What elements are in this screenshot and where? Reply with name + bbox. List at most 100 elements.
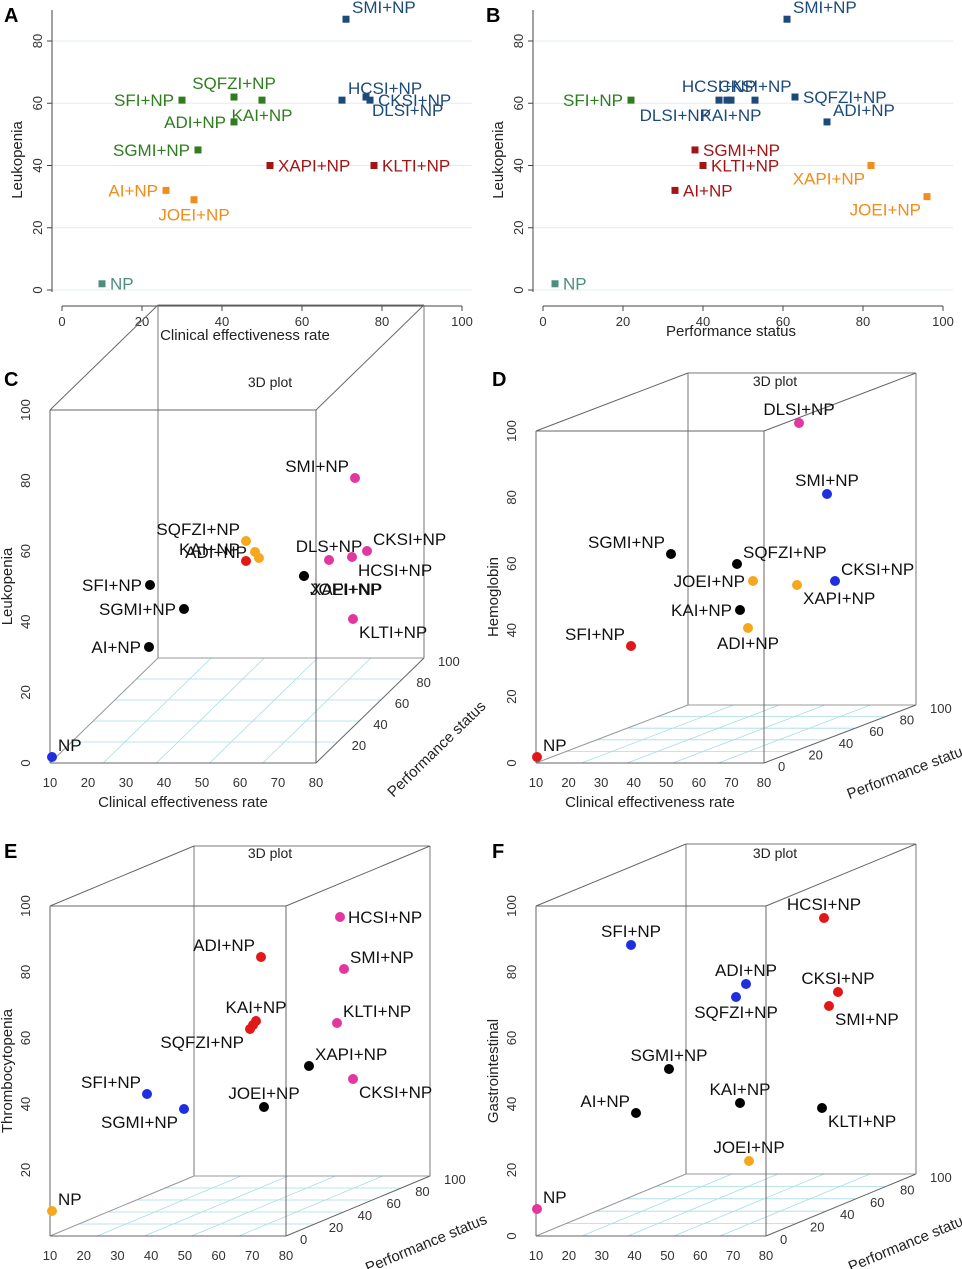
data-point	[794, 418, 804, 428]
data-point	[304, 1061, 314, 1071]
data-point	[791, 93, 799, 101]
z-tick-label: 80	[504, 490, 519, 504]
data-point	[727, 96, 735, 104]
point-label: JOEI+NP	[850, 201, 921, 220]
point-label: ADI+NP	[715, 961, 777, 980]
panel-b: B 0 20 40 60 80 0 20 40 60 80 100 Performance status…	[486, 0, 954, 340]
point-label: SGMI+NP	[113, 141, 190, 160]
data-point	[335, 912, 345, 922]
x-tick-label: 40	[157, 775, 171, 790]
z-tick-label: 20	[504, 1163, 519, 1177]
point-label: SMI+NP	[285, 457, 349, 476]
panel-letter: A	[4, 5, 18, 27]
z-axis-label: Gastrointestinal	[485, 1019, 502, 1123]
data-point	[350, 473, 360, 483]
data-point	[833, 987, 843, 997]
panel-letter: C	[4, 369, 18, 391]
x-tick-label: 50	[659, 775, 673, 790]
point-label: ADI+NP	[193, 936, 255, 955]
depth-tick-label: 60	[869, 724, 883, 739]
point-label: CKSI+NP	[378, 91, 451, 110]
point-label: SGMI+NP	[99, 600, 176, 619]
floor-gridline	[97, 1175, 242, 1237]
floor-gridline	[209, 657, 318, 764]
x-tick-label: 20	[135, 314, 149, 329]
data-point	[338, 96, 346, 104]
point-label: JOEI+NP	[674, 572, 745, 591]
data-point	[744, 1156, 754, 1166]
point-label: ADI+NP	[717, 634, 779, 653]
data-point	[258, 96, 266, 104]
point-label: SMI+NP	[350, 948, 414, 967]
y-tick-label: 0	[30, 286, 45, 293]
data-point	[248, 1020, 258, 1030]
point-label: SQFZI+NP	[803, 88, 887, 107]
point-label: CKSI+NP	[801, 969, 874, 988]
floor-gridline	[672, 704, 825, 764]
data-point	[241, 556, 251, 566]
point-label: SGMI+NP	[101, 1113, 178, 1132]
floor-gridline	[191, 1175, 336, 1237]
point-label: NP	[563, 275, 587, 294]
x-tick-label: 70	[271, 775, 285, 790]
depth-tick-label: 40	[840, 1207, 854, 1222]
depth-tick-label: 80	[900, 713, 914, 728]
box-edge	[49, 657, 159, 764]
y-tick-label: 40	[30, 158, 45, 172]
z-tick-label: 40	[504, 623, 519, 637]
x-tick-label: 20	[616, 314, 630, 329]
z-tick-label: 100	[18, 399, 33, 421]
data-point	[551, 280, 559, 288]
x-axis-label: Clinical effectiveness rate	[160, 327, 330, 344]
depth-tick-label: 100	[438, 654, 460, 669]
z-tick-label: 80	[18, 473, 33, 487]
data-point	[342, 15, 350, 23]
data-point	[98, 280, 106, 288]
data-point	[822, 489, 832, 499]
box-edge	[765, 843, 917, 907]
x-tick-label: 60	[233, 775, 247, 790]
z-tick-label: 40	[18, 1097, 33, 1111]
data-point	[162, 186, 170, 194]
data-point	[299, 571, 309, 581]
depth-tick-label: 80	[900, 1182, 914, 1197]
y-tick-label: 0	[511, 286, 526, 293]
data-point	[532, 752, 542, 762]
floor-gridline	[238, 1175, 383, 1237]
point-label: KAI+NP	[232, 106, 293, 125]
y-tick-label: 80	[511, 34, 526, 48]
z-tick-label: 60	[18, 1031, 33, 1045]
data-point	[699, 162, 707, 169]
point-label: KLTI+NP	[382, 156, 450, 175]
point-label: JOEI+NP	[713, 1138, 784, 1157]
data-point	[230, 118, 238, 126]
data-point	[627, 96, 635, 104]
point-label: AI+NP	[108, 181, 158, 200]
data-point	[241, 536, 251, 546]
point-label: SQFZI+NP	[694, 1003, 778, 1022]
data-point	[254, 553, 264, 563]
z-tick-label: 100	[504, 895, 519, 917]
data-point	[735, 605, 745, 615]
point-label: SQFZI+NP	[743, 543, 827, 562]
depth-tick-label: 20	[352, 738, 366, 753]
data-point	[532, 1204, 542, 1214]
depth-tick-label: 0	[778, 759, 785, 774]
x-tick-label: 40	[626, 775, 640, 790]
y-tick-label: 20	[511, 221, 526, 235]
point-label: SFI+NP	[565, 625, 625, 644]
data-point	[324, 555, 334, 565]
depth-tick-label: 100	[930, 1170, 952, 1185]
point-label: JOEI+NP	[228, 1084, 299, 1103]
depth-tick-label: 100	[930, 701, 952, 716]
data-point	[347, 552, 357, 562]
depth-tick-label: 40	[358, 1208, 372, 1223]
x-tick-label: 20	[76, 1248, 90, 1263]
point-label: KLTI+NP	[359, 623, 427, 642]
point-label: KAI+NP	[671, 601, 732, 620]
data-point	[142, 1089, 152, 1099]
y-tick-label: 20	[30, 221, 45, 235]
data-point	[715, 96, 723, 104]
point-label: HCSI+NP	[348, 908, 422, 927]
depth-tick-label: 40	[373, 717, 387, 732]
